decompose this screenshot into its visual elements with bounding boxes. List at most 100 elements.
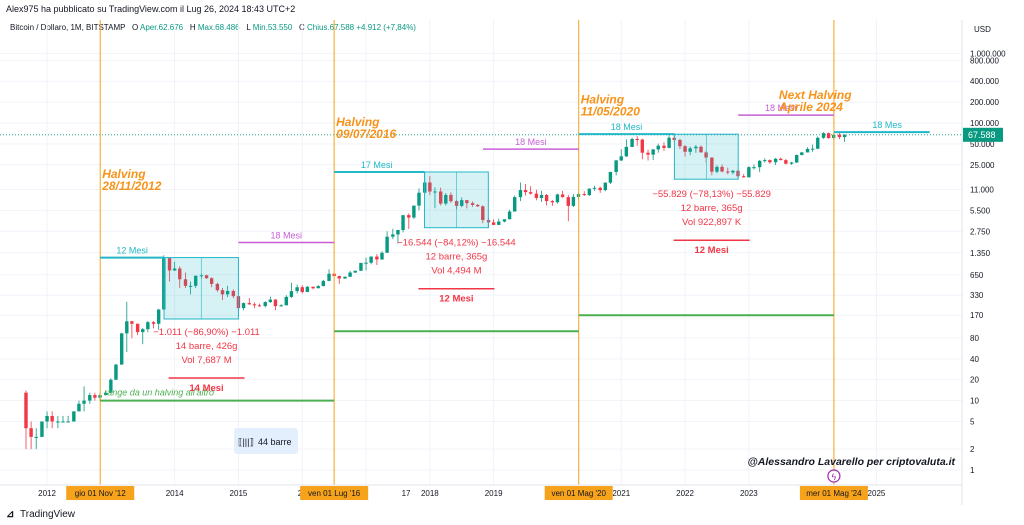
candle-body	[566, 197, 570, 206]
candle-body	[204, 275, 209, 279]
price-chart[interactable]: 12 Mesi 17 Mesi 18 Mesi 18 Mes 18 Mesi 18 Mes…	[0, 0, 1024, 505]
candle-body	[194, 275, 198, 286]
candle-body	[816, 137, 820, 149]
candle-body	[50, 415, 54, 422]
open-label: O	[131, 23, 139, 32]
candle-body	[528, 192, 533, 194]
high-label: H	[189, 23, 196, 32]
candle-body	[688, 148, 692, 152]
candle-body	[842, 134, 847, 138]
y-tick-label: 400.000	[970, 77, 999, 86]
candle-body	[571, 196, 576, 206]
y-tick-label: 20	[970, 376, 979, 385]
candle-body	[662, 145, 666, 148]
drawdown-change: −55.829 (−78,13%) −55.829	[652, 189, 771, 200]
y-tick-label: 40	[970, 355, 979, 364]
drawdown-bars: 12 barre, 365g	[681, 203, 743, 214]
teal-period-label: 18 Mesi	[611, 122, 643, 132]
y-tick-label: 50.000	[970, 140, 995, 149]
candle-body	[784, 160, 788, 164]
candle-body	[93, 395, 97, 398]
candle-body	[598, 187, 602, 191]
candle-body	[369, 256, 373, 263]
symbol-name[interactable]: Bitcoin / Dollaro, 1M, BITSTAMP	[10, 23, 126, 32]
candle-body	[789, 162, 794, 164]
candle-body	[231, 290, 236, 297]
candle-body	[364, 262, 368, 264]
last-price-tag	[963, 127, 1003, 142]
candle-body	[45, 415, 49, 422]
x-tick-label: 2021	[612, 489, 630, 498]
candle-body	[220, 290, 225, 295]
candle-body	[794, 154, 799, 163]
candle-body	[348, 272, 352, 277]
halving-title: Halving	[581, 93, 625, 107]
candle-body	[130, 321, 134, 324]
candle-body	[651, 149, 655, 155]
candle-body	[396, 230, 400, 235]
candle-body	[630, 139, 634, 147]
candle-body	[359, 262, 363, 271]
bars-label: 44 barre	[258, 437, 292, 447]
drawdown-bars: 14 barre, 426g	[176, 341, 238, 352]
candle-body	[284, 296, 288, 306]
candle-body	[534, 193, 539, 199]
candle-body	[752, 167, 756, 169]
candle-body	[779, 158, 783, 161]
candle-body	[412, 205, 416, 218]
halving-date: 11/05/2020	[581, 105, 640, 119]
teal-period-label: 12 Mesi	[116, 246, 148, 256]
tradingview-brand[interactable]: TradingView	[20, 509, 76, 520]
candle-body	[710, 157, 714, 172]
y-tick-label: 5.500	[970, 206, 991, 215]
candle-body	[391, 234, 395, 237]
low-label: L	[246, 23, 251, 32]
purple-period-label: 18 Mesi	[271, 230, 303, 240]
candle-body	[241, 303, 246, 309]
x-tick-label: 2012	[38, 489, 56, 498]
candle-body	[592, 187, 597, 189]
candle-body	[678, 139, 682, 147]
candle-body	[61, 421, 65, 423]
candle-body	[683, 146, 687, 152]
candle-body	[77, 403, 81, 412]
last-price-label: 67.588	[968, 130, 996, 140]
footer	[0, 505, 1024, 525]
candle-body	[125, 321, 129, 334]
y-tick-label: 650	[970, 271, 984, 280]
candle-body	[624, 146, 629, 157]
halving-title: Next Halving	[779, 88, 852, 102]
candle-body	[742, 176, 746, 178]
date-badge-label: gio 01 Nov '12	[75, 489, 126, 498]
candle-body	[694, 146, 698, 149]
lightning-icon: ϟ	[832, 472, 837, 482]
candle-body	[518, 190, 523, 198]
close-value: Chius.67.588	[306, 23, 355, 32]
candle-body	[481, 206, 485, 221]
purple-period-label: 18 Mesi	[515, 137, 547, 147]
candle-body	[417, 192, 421, 206]
candle-body	[289, 291, 294, 297]
candle-body	[497, 221, 501, 225]
candle-body	[646, 152, 650, 155]
x-axis: 2012201420152017201820192021202220232025…	[0, 484, 962, 500]
candle-body	[731, 170, 735, 173]
candle-body	[768, 160, 772, 163]
date-badge-label: mer 01 Mag '24	[806, 489, 862, 498]
drawdown-change: −16.544 (−84,12%) −16.544	[397, 238, 516, 249]
candle-body	[667, 137, 671, 148]
teal-period-label: 17 Mesi	[361, 160, 393, 170]
candle-body	[491, 222, 496, 225]
duration-label: 12 Mesi	[694, 245, 728, 256]
duration-label: 12 Mesi	[439, 294, 473, 305]
candle-body	[375, 256, 379, 260]
candle-body	[273, 299, 278, 307]
candle-body	[72, 411, 76, 422]
date-badge-label: ven 01 Lug '16	[308, 489, 361, 498]
candle-body	[550, 201, 555, 203]
candle-body	[343, 276, 347, 279]
candle-body	[715, 166, 719, 172]
y-tick-label: 2	[970, 445, 975, 454]
candle-body	[837, 134, 842, 138]
x-tick-label: 2022	[676, 489, 694, 498]
